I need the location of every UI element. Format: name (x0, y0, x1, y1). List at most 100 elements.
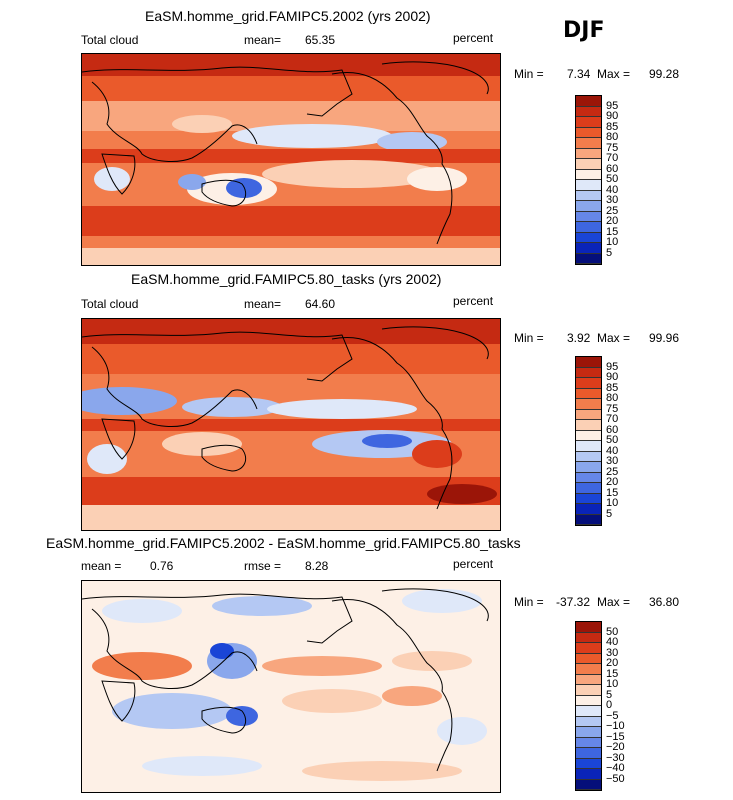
colorbar-tick-label: 30 (606, 455, 619, 467)
colorbar-swatch (576, 462, 601, 473)
colorbar-tick-label: 25 (606, 465, 619, 478)
panel1-mean-value: 65.35 (305, 33, 336, 47)
colorbar-tick-label: 50 (606, 625, 619, 638)
colorbar-swatch (576, 190, 601, 201)
colorbar-swatch (576, 737, 601, 748)
panel2-map (81, 318, 501, 531)
colorbar-swatch (576, 138, 601, 149)
colorbar-tick-label: 90 (606, 110, 619, 122)
colorbar-swatch (576, 148, 601, 159)
colorbar-tick-label: −30 (606, 751, 625, 764)
colorbar-swatch (576, 779, 601, 790)
panel3-mean-value: 0.76 (150, 559, 174, 573)
colorbar-tick-label: 75 (606, 141, 619, 154)
colorbar-swatch (576, 367, 601, 378)
colorbar-swatch (576, 769, 601, 780)
panel2-title: EaSM.homme_grid.FAMIPC5.80_tasks (yrs 20… (131, 271, 442, 287)
panel1-min-label: Min = (514, 67, 544, 81)
colorbar-tick-label: 30 (606, 194, 619, 206)
colorbar-swatch (576, 117, 601, 128)
colorbar-swatch (576, 357, 601, 368)
colorbar-swatch (576, 685, 601, 696)
colorbar-tick-label: 40 (606, 444, 619, 457)
panel2-max-value: 99.96 (649, 331, 680, 345)
colorbar-tick-label: 40 (606, 636, 619, 648)
colorbar-swatch (576, 378, 601, 389)
colorbar-swatch (576, 632, 601, 643)
colorbar-swatch (576, 451, 601, 462)
colorbar-swatch (576, 222, 601, 233)
colorbar-tick-label: 75 (606, 402, 619, 415)
panel1-units: percent (453, 31, 494, 45)
colorbar-tick-label: −20 (606, 741, 625, 753)
panel3-rmse-label: rmse = (244, 559, 282, 573)
panel3-max-label: Max = (597, 595, 631, 609)
colorbar-swatch (576, 483, 601, 494)
colorbar-swatch (576, 758, 601, 769)
colorbar-tick-label: 90 (606, 371, 619, 383)
panel2-map-field (82, 319, 500, 530)
colorbar-swatch (576, 127, 601, 138)
colorbar-tick-label: 15 (606, 667, 619, 680)
colorbar-tick-label: 20 (606, 215, 619, 227)
colorbar-swatch (576, 420, 601, 431)
colorbar-swatch (576, 430, 601, 441)
panel2-min-value: 3.92 (567, 331, 591, 345)
panel1-title: EaSM.homme_grid.FAMIPC5.2002 (yrs 2002) (145, 8, 431, 24)
colorbar-tick-label: 5 (606, 688, 613, 701)
colorbar-swatch (576, 232, 601, 243)
panel1-map (81, 53, 501, 266)
colorbar-tick-label: 70 (606, 413, 619, 425)
colorbar-tick-label: 50 (606, 173, 619, 185)
panel1-min-value: 7.34 (567, 67, 591, 81)
panel1-mean-label: mean= (244, 33, 282, 47)
panel2-mean-value: 64.60 (305, 297, 336, 311)
colorbar-swatch (576, 674, 601, 685)
colorbar-swatch (576, 253, 601, 264)
colorbar-swatch (576, 211, 601, 222)
panel3-mean-label: mean = (81, 559, 122, 573)
colorbar-tick-label: 0 (606, 699, 613, 711)
panel2-units: percent (453, 294, 494, 308)
panel3-map-field (82, 581, 500, 792)
colorbar-swatch (576, 643, 601, 654)
colorbar-tick-label: 10 (606, 236, 619, 248)
colorbar-tick-label: 25 (606, 204, 619, 217)
colorbar-swatch (576, 493, 601, 504)
colorbar-swatch (576, 472, 601, 483)
colorbar-swatch (576, 159, 601, 170)
colorbar-tick-label: 95 (606, 99, 619, 112)
panel3-min-value: -37.32 (556, 595, 591, 609)
colorbar-tick-label: 40 (606, 183, 619, 196)
panel1-colorbar (575, 95, 602, 265)
panel3-map (81, 580, 501, 793)
colorbar-swatch (576, 727, 601, 738)
colorbar-swatch (576, 622, 601, 633)
colorbar-tick-label: 95 (606, 360, 619, 373)
colorbar-tick-label: 30 (606, 646, 619, 659)
panel1-max-value: 99.28 (649, 67, 680, 81)
colorbar-tick-label: 80 (606, 131, 619, 143)
panel2-colorbar (575, 356, 602, 526)
panel3-max-value: 36.80 (649, 595, 680, 609)
colorbar-swatch (576, 388, 601, 399)
colorbar-swatch (576, 96, 601, 107)
panel2-max-label: Max = (597, 331, 631, 345)
colorbar-swatch (576, 504, 601, 515)
panel3-units: percent (453, 557, 494, 571)
panel3-colorbar (575, 621, 602, 791)
colorbar-tick-label: 20 (606, 657, 619, 669)
colorbar-tick-label: 20 (606, 476, 619, 488)
colorbar-tick-label: −50 (606, 772, 625, 785)
season-label: DJF (563, 18, 605, 43)
colorbar-tick-label: 85 (606, 120, 619, 133)
colorbar-swatch (576, 106, 601, 117)
colorbar-tick-label: 50 (606, 434, 619, 446)
colorbar-swatch (576, 169, 601, 180)
colorbar-swatch (576, 180, 601, 191)
colorbar-tick-label: 80 (606, 392, 619, 404)
colorbar-tick-label: −40 (606, 762, 625, 774)
colorbar-tick-label: 15 (606, 225, 619, 238)
panel1-map-field (82, 54, 500, 265)
colorbar-tick-label: 85 (606, 381, 619, 394)
